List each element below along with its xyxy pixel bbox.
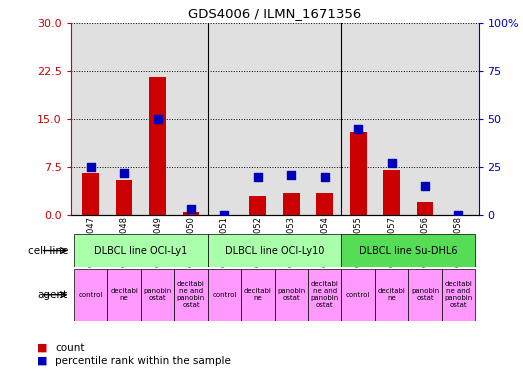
Point: [454, 212, 463, 218]
Text: DLBCL line OCI-Ly10: DLBCL line OCI-Ly10: [225, 245, 324, 256]
Bar: [208, 269, 241, 321]
Text: decitabi
ne and
panobin
ostat: decitabi ne and panobin ostat: [311, 281, 339, 308]
Bar: [82, 174, 99, 215]
Text: DLBCL line Su-DHL6: DLBCL line Su-DHL6: [359, 245, 458, 256]
Bar: [316, 193, 333, 215]
Text: DLBCL line OCI-Ly1: DLBCL line OCI-Ly1: [94, 245, 187, 256]
Text: decitabi
ne and
panobin
ostat: decitabi ne and panobin ostat: [445, 281, 473, 308]
Bar: [275, 269, 308, 321]
Bar: [383, 170, 400, 215]
Bar: [241, 269, 275, 321]
Bar: [116, 180, 132, 215]
Bar: [141, 269, 174, 321]
Bar: [183, 212, 199, 215]
Bar: [107, 269, 141, 321]
Bar: [74, 269, 107, 321]
Text: decitabi
ne and
panobin
ostat: decitabi ne and panobin ostat: [177, 281, 205, 308]
Text: count: count: [55, 343, 84, 353]
Text: percentile rank within the sample: percentile rank within the sample: [55, 356, 231, 366]
Text: control: control: [346, 292, 370, 298]
Bar: [350, 132, 367, 215]
Text: ■: ■: [37, 343, 47, 353]
Bar: [283, 193, 300, 215]
Point: [220, 212, 229, 218]
Bar: [74, 234, 208, 267]
Text: panobin
ostat: panobin ostat: [277, 288, 305, 301]
Text: panobin
ostat: panobin ostat: [143, 288, 172, 301]
Bar: [208, 234, 342, 267]
Bar: [417, 202, 434, 215]
Text: control: control: [78, 292, 103, 298]
Text: decitabi
ne: decitabi ne: [244, 288, 272, 301]
Bar: [342, 234, 475, 267]
Bar: [408, 269, 442, 321]
Point: [354, 126, 362, 132]
Bar: [442, 269, 475, 321]
Bar: [249, 196, 266, 215]
Bar: [375, 269, 408, 321]
Text: control: control: [212, 292, 236, 298]
Text: cell line: cell line: [28, 245, 68, 256]
Bar: [308, 269, 342, 321]
Point: [254, 174, 262, 180]
Point: [187, 206, 195, 212]
Text: panobin
ostat: panobin ostat: [411, 288, 439, 301]
Text: decitabi
ne: decitabi ne: [378, 288, 405, 301]
Point: [321, 174, 329, 180]
Text: agent: agent: [38, 290, 68, 300]
Text: ■: ■: [37, 356, 47, 366]
Point: [287, 172, 295, 178]
Text: decitabi
ne: decitabi ne: [110, 288, 138, 301]
Bar: [174, 269, 208, 321]
Point: [388, 160, 396, 166]
Point: [153, 116, 162, 122]
Bar: [342, 269, 375, 321]
Bar: [149, 78, 166, 215]
Title: GDS4006 / ILMN_1671356: GDS4006 / ILMN_1671356: [188, 7, 361, 20]
Point: [86, 164, 95, 170]
Point: [421, 183, 429, 189]
Point: [120, 170, 128, 176]
